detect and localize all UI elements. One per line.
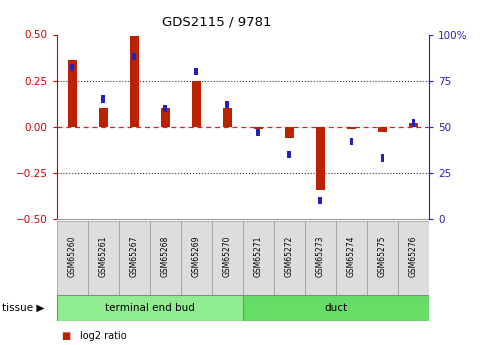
Bar — [256, 129, 260, 136]
FancyBboxPatch shape — [212, 221, 243, 295]
Bar — [163, 105, 167, 112]
Text: GSM65271: GSM65271 — [254, 236, 263, 277]
FancyBboxPatch shape — [150, 221, 181, 295]
Text: terminal end bud: terminal end bud — [105, 303, 195, 313]
Text: log2 ratio: log2 ratio — [80, 332, 127, 341]
Bar — [318, 197, 322, 204]
Bar — [225, 101, 229, 108]
Text: duct: duct — [324, 303, 348, 313]
Bar — [192, 81, 201, 127]
Bar — [378, 127, 387, 132]
Text: GSM65267: GSM65267 — [130, 236, 139, 277]
Bar — [194, 68, 198, 75]
FancyBboxPatch shape — [57, 221, 88, 295]
Text: GSM65260: GSM65260 — [68, 236, 77, 277]
FancyBboxPatch shape — [336, 221, 367, 295]
FancyBboxPatch shape — [57, 295, 243, 321]
FancyBboxPatch shape — [398, 221, 429, 295]
Bar — [287, 151, 291, 158]
Bar — [381, 155, 384, 162]
Text: GSM65275: GSM65275 — [378, 236, 387, 277]
Bar — [68, 60, 77, 127]
Bar — [133, 53, 136, 60]
Text: GSM65270: GSM65270 — [223, 236, 232, 277]
Text: GSM65273: GSM65273 — [316, 236, 325, 277]
Bar — [284, 127, 294, 138]
Bar — [347, 127, 356, 129]
Bar — [70, 64, 74, 71]
Bar — [223, 108, 232, 127]
Text: GSM65276: GSM65276 — [409, 236, 418, 277]
FancyBboxPatch shape — [367, 221, 398, 295]
Text: ■: ■ — [62, 332, 71, 341]
Text: GSM65274: GSM65274 — [347, 236, 356, 277]
Text: tissue ▶: tissue ▶ — [2, 303, 45, 313]
Bar — [130, 36, 139, 127]
Bar — [316, 127, 325, 189]
FancyBboxPatch shape — [181, 221, 212, 295]
Bar — [409, 123, 418, 127]
Bar — [412, 119, 415, 127]
FancyBboxPatch shape — [274, 221, 305, 295]
Text: GSM65269: GSM65269 — [192, 236, 201, 277]
Bar — [102, 96, 105, 103]
Text: GDS2115 / 9781: GDS2115 / 9781 — [162, 16, 272, 29]
Bar — [350, 138, 353, 145]
Text: GSM65268: GSM65268 — [161, 236, 170, 277]
Bar — [99, 108, 108, 127]
Bar — [161, 108, 170, 127]
Bar — [254, 127, 263, 129]
FancyBboxPatch shape — [243, 221, 274, 295]
FancyBboxPatch shape — [88, 221, 119, 295]
Text: GSM65261: GSM65261 — [99, 236, 108, 277]
FancyBboxPatch shape — [243, 295, 429, 321]
Text: GSM65272: GSM65272 — [285, 236, 294, 277]
FancyBboxPatch shape — [119, 221, 150, 295]
FancyBboxPatch shape — [305, 221, 336, 295]
